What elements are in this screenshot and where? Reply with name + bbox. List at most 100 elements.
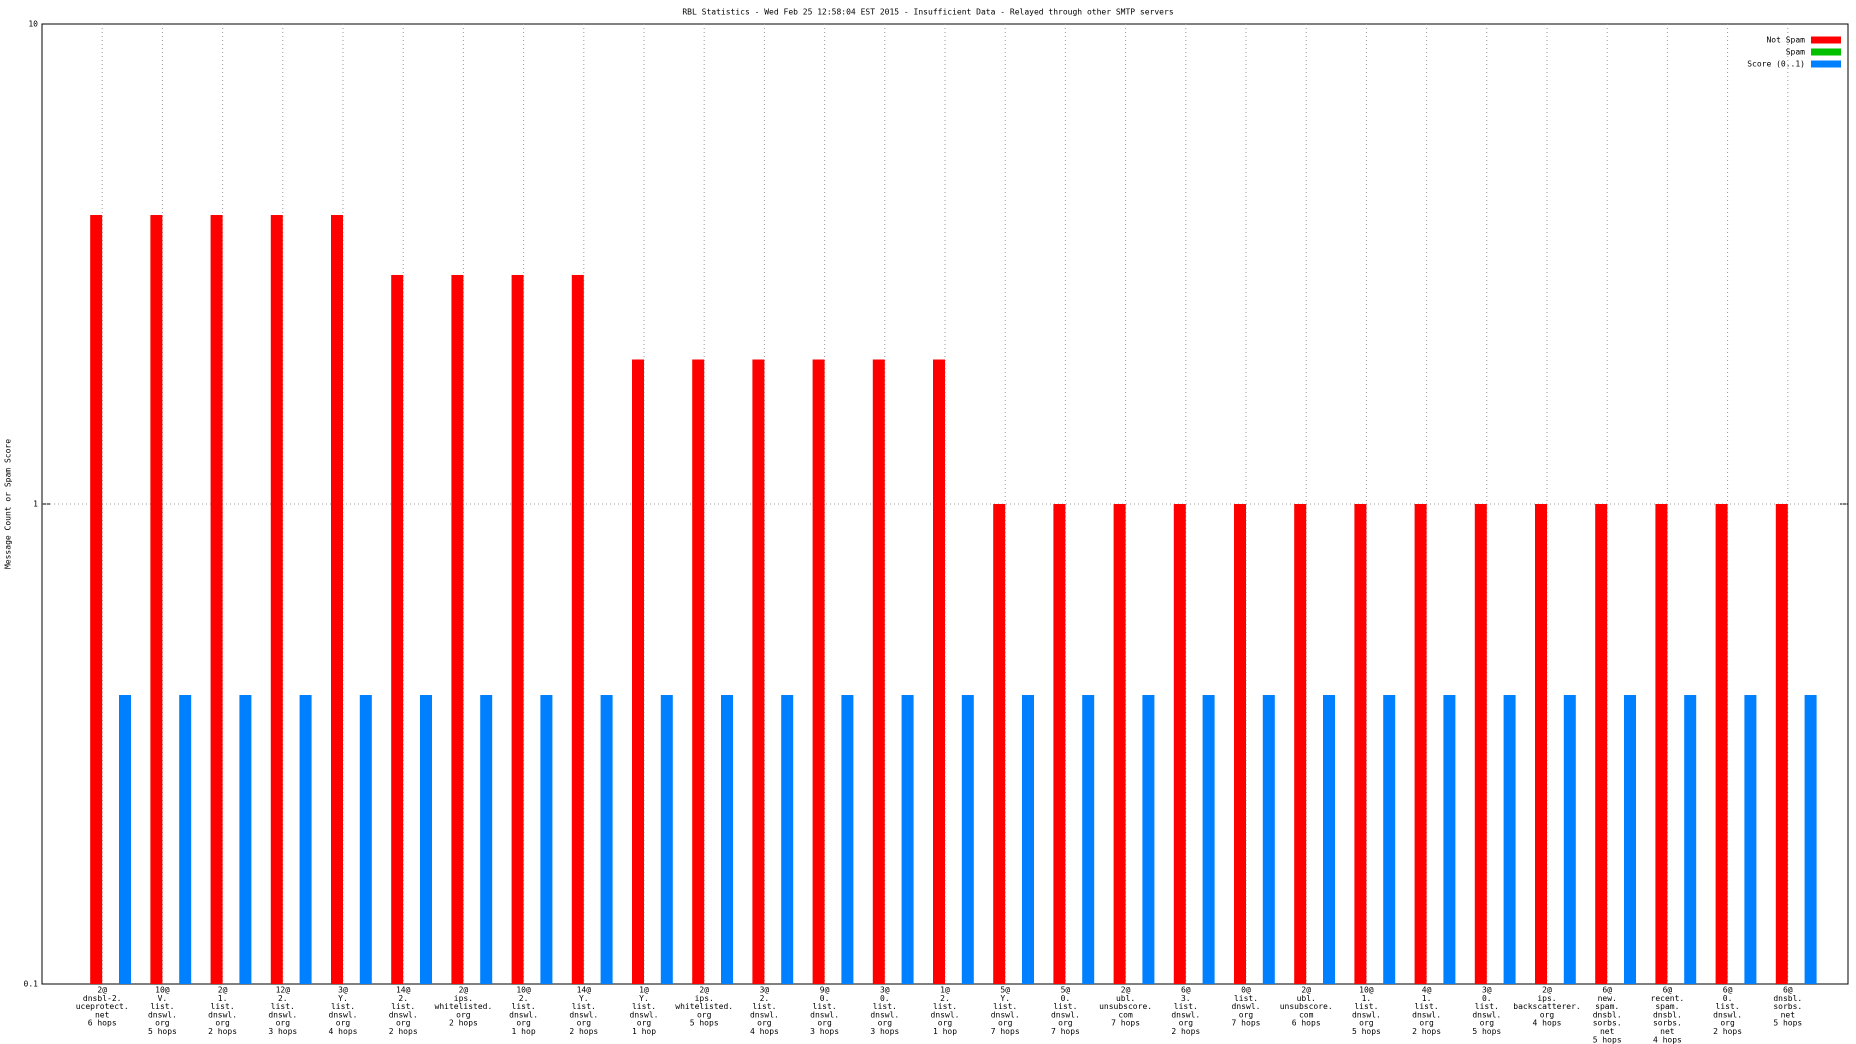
x-tick-label: list.: [512, 1002, 536, 1011]
x-tick-label: 2@: [1301, 986, 1311, 995]
bar: [540, 695, 553, 984]
x-tick-label: 6@: [1783, 986, 1793, 995]
bar: [1142, 695, 1155, 984]
bar: [872, 359, 885, 984]
x-tick-label: dnswl.: [148, 1010, 177, 1019]
x-tick-label: dnswl.: [329, 1010, 358, 1019]
x-tick-label: dnswl.: [1713, 1010, 1742, 1019]
x-tick-label: dnswl.: [1352, 1010, 1381, 1019]
bar: [961, 695, 974, 984]
bar: [1234, 504, 1246, 984]
bar: [1354, 504, 1367, 984]
bar: [90, 215, 103, 984]
x-tick-label: org: [456, 1010, 471, 1019]
x-tick-label: 4 hops: [329, 1027, 358, 1036]
bar: [632, 359, 644, 984]
x-tick-label: list.: [933, 1002, 957, 1011]
x-tick-label: 2 hops: [1171, 1027, 1200, 1036]
x-tick-label: 2 hops: [1713, 1027, 1742, 1036]
x-tick-label: list.: [150, 1002, 174, 1011]
x-tick-label: unsubscore.: [1099, 1002, 1152, 1011]
x-tick-label: 10@: [155, 986, 170, 995]
x-tick-label: 4 hops: [1533, 1019, 1562, 1028]
bar: [1503, 695, 1516, 984]
x-tick-label: 0.: [880, 994, 890, 1003]
x-tick-label: org: [577, 1019, 592, 1028]
x-tick-label: 10@: [1359, 986, 1374, 995]
x-tick-label: 1 hop: [632, 1027, 656, 1036]
x-tick-label: net: [1600, 1027, 1615, 1036]
x-tick-label: 0.: [1482, 994, 1492, 1003]
x-tick-label: 2@: [97, 986, 107, 995]
x-tick-label: 1.: [1422, 994, 1432, 1003]
x-tick-label: 0.: [1723, 994, 1733, 1003]
x-tick-label: 3 hops: [268, 1027, 297, 1036]
x-tick-label: list.: [1234, 994, 1258, 1003]
bar: [1082, 695, 1095, 984]
x-tick-label: dnswl.: [630, 1010, 659, 1019]
bar: [299, 695, 312, 984]
bar: [1535, 504, 1547, 984]
x-tick-label: 6@: [1181, 986, 1191, 995]
x-tick-label: list.: [211, 1002, 235, 1011]
x-tick-label: 6@: [1723, 986, 1733, 995]
bar: [1173, 504, 1186, 984]
x-tick-label: 3 hops: [810, 1027, 839, 1036]
x-tick-label: list.: [572, 1002, 596, 1011]
x-tick-label: 1@: [940, 986, 950, 995]
x-tick-label: dnsbl.: [1593, 1010, 1622, 1019]
bar: [150, 215, 163, 984]
x-tick-label: 1 hop: [512, 1027, 536, 1036]
x-tick-label: 6@: [1663, 986, 1673, 995]
x-tick-label: org: [637, 1019, 652, 1028]
x-tick-label: dnsbl.: [1653, 1010, 1682, 1019]
x-tick-label: 2.: [398, 994, 408, 1003]
x-tick-label: org: [1480, 1019, 1495, 1028]
x-tick-label: recent.: [1651, 994, 1685, 1003]
bar: [179, 695, 192, 984]
bar: [270, 215, 283, 984]
bar: [210, 215, 223, 984]
x-tick-label: uceprotect.: [76, 1002, 129, 1011]
x-tick-label: 14@: [577, 986, 592, 995]
x-tick-label: list.: [1415, 1002, 1439, 1011]
bar: [1474, 504, 1487, 984]
x-tick-label: org: [1359, 1019, 1374, 1028]
legend-label: Spam: [1786, 48, 1805, 57]
x-tick-label: org: [938, 1019, 953, 1028]
x-tick-label: list.: [331, 1002, 355, 1011]
x-tick-label: dnswl.: [991, 1010, 1020, 1019]
x-tick-label: list.: [271, 1002, 295, 1011]
y-tick-label: 0.1: [24, 980, 39, 989]
x-tick-label: dnswl.: [810, 1010, 839, 1019]
legend-swatch: [1811, 60, 1841, 68]
legend-swatch: [1811, 48, 1841, 56]
x-tick-label: 6 hops: [88, 1019, 117, 1028]
x-tick-label: 2@: [699, 986, 709, 995]
x-tick-label: ips.: [454, 994, 473, 1003]
x-tick-label: list.: [1174, 1002, 1198, 1011]
x-tick-label: ips.: [1537, 994, 1556, 1003]
x-tick-label: dnswl.: [1472, 1010, 1501, 1019]
x-tick-label: 6@: [1602, 986, 1612, 995]
x-tick-label: 3@: [1482, 986, 1492, 995]
x-tick-label: 7 hops: [1111, 1019, 1140, 1028]
x-tick-label: dnsbl-2.: [83, 994, 122, 1003]
bar: [451, 274, 464, 984]
x-tick-label: 5@: [1061, 986, 1071, 995]
x-tick-label: 1.: [1362, 994, 1372, 1003]
x-tick-label: 2 hops: [208, 1027, 237, 1036]
x-tick-label: list.: [632, 1002, 656, 1011]
x-tick-label: ips.: [695, 994, 714, 1003]
x-tick-label: org: [1058, 1019, 1073, 1028]
x-tick-label: org: [878, 1019, 893, 1028]
x-tick-label: 3@: [880, 986, 890, 995]
x-tick-label: org: [757, 1019, 772, 1028]
x-tick-label: org: [336, 1019, 351, 1028]
x-tick-label: 7 hops: [991, 1027, 1020, 1036]
bar: [420, 695, 432, 984]
bar: [1744, 695, 1757, 984]
x-tick-label: Y.: [579, 994, 589, 1003]
x-tick-label: Y.: [338, 994, 348, 1003]
x-tick-label: list.: [813, 1002, 837, 1011]
